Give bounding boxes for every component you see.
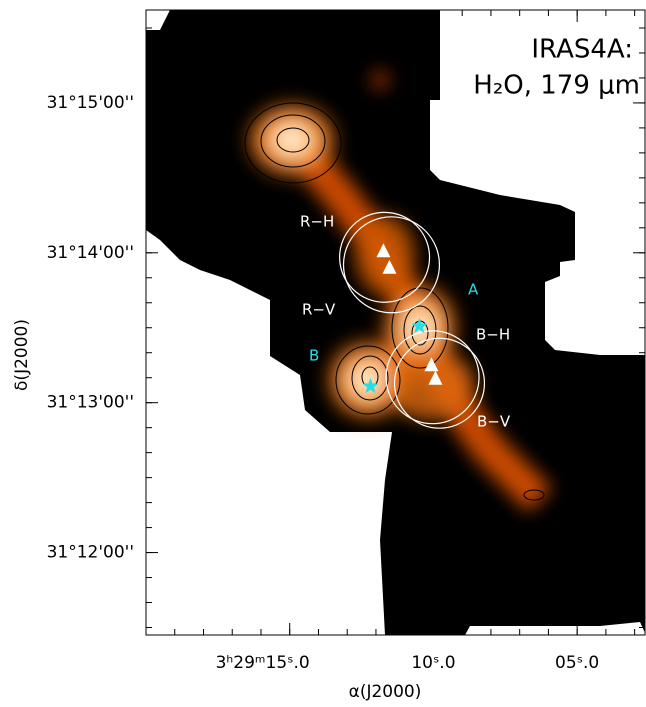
x-tick-label: 3ʰ29ᵐ15ˢ.0 [216,653,310,673]
beam-circle [393,337,486,429]
subtitle: H₂O, 179 μm [473,71,640,101]
x-axis-label: α(J2000) [349,682,422,702]
triangle-marker [382,259,397,274]
x-tick-label: 10ˢ.0 [411,653,455,673]
y-axis-label: δ(J2000) [12,319,32,391]
emission-map [146,10,645,635]
y-tick-label: 31°12'00'' [47,543,134,563]
annotation: B−V [477,413,511,431]
beam-circle [385,330,480,425]
annotation: B−H [476,326,510,344]
beam-circle [339,211,431,303]
annotation: R−H [300,213,334,231]
beam-circle [342,216,441,314]
star-marker [411,317,428,334]
triangle-marker [428,370,443,385]
plot-frame [145,9,646,636]
y-tick-label: 31°15'00'' [47,93,134,113]
y-tick-label: 31°14'00'' [47,243,134,263]
annotation: R−V [302,301,336,319]
triangle-marker [424,357,439,372]
x-tick-label: 05ˢ.0 [555,653,599,673]
annotation: B [309,347,319,365]
title: IRAS4A: [531,35,633,65]
y-tick-label: 31°13'00'' [47,393,134,413]
triangle-marker [376,243,391,258]
annotation: A [468,281,479,299]
star-marker [362,377,379,394]
